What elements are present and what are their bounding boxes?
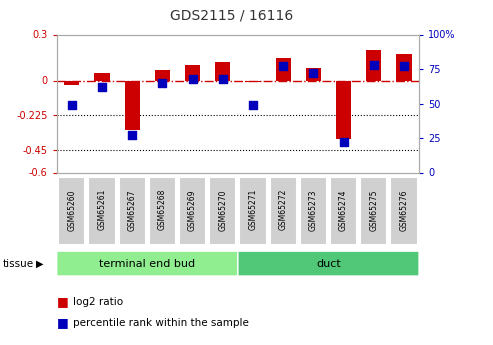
- Point: [340, 139, 348, 145]
- Bar: [246, 80, 260, 82]
- Text: GSM65276: GSM65276: [399, 189, 409, 230]
- Text: GSM65272: GSM65272: [279, 189, 288, 230]
- Bar: [336, 80, 351, 139]
- Bar: [95, 73, 109, 80]
- Bar: [366, 50, 381, 80]
- Text: percentile rank within the sample: percentile rank within the sample: [73, 318, 249, 327]
- Text: GSM65261: GSM65261: [98, 189, 106, 230]
- Point: [219, 76, 227, 81]
- FancyBboxPatch shape: [300, 177, 327, 246]
- Point: [310, 70, 317, 76]
- FancyBboxPatch shape: [57, 251, 238, 276]
- Text: ▶: ▶: [36, 259, 43, 268]
- Text: GSM65268: GSM65268: [158, 189, 167, 230]
- FancyBboxPatch shape: [179, 177, 206, 246]
- Text: tissue: tissue: [2, 259, 34, 268]
- Point: [189, 76, 197, 81]
- Text: terminal end bud: terminal end bud: [99, 259, 195, 268]
- Bar: [125, 80, 140, 130]
- Text: GSM65260: GSM65260: [67, 189, 76, 230]
- FancyBboxPatch shape: [238, 251, 419, 276]
- Text: GSM65270: GSM65270: [218, 189, 227, 230]
- Bar: [276, 58, 291, 80]
- FancyBboxPatch shape: [58, 177, 85, 246]
- Bar: [215, 62, 230, 80]
- Bar: [64, 80, 79, 85]
- FancyBboxPatch shape: [330, 177, 357, 246]
- Point: [279, 63, 287, 69]
- Point: [128, 132, 136, 138]
- FancyBboxPatch shape: [88, 177, 115, 246]
- Text: GSM65274: GSM65274: [339, 189, 348, 230]
- Bar: [306, 68, 321, 80]
- FancyBboxPatch shape: [240, 177, 267, 246]
- Text: GSM65267: GSM65267: [128, 189, 137, 230]
- FancyBboxPatch shape: [270, 177, 297, 246]
- FancyBboxPatch shape: [390, 177, 418, 246]
- Text: duct: duct: [316, 259, 341, 268]
- Text: GSM65269: GSM65269: [188, 189, 197, 230]
- Bar: [185, 65, 200, 80]
- Text: GSM65275: GSM65275: [369, 189, 378, 230]
- Point: [249, 102, 257, 108]
- Bar: [396, 55, 412, 80]
- Text: GSM65273: GSM65273: [309, 189, 318, 230]
- Point: [370, 62, 378, 68]
- Text: log2 ratio: log2 ratio: [73, 297, 123, 307]
- Point: [98, 84, 106, 90]
- Text: ■: ■: [57, 316, 69, 329]
- Point: [400, 63, 408, 69]
- Point: [158, 80, 166, 86]
- Text: GSM65271: GSM65271: [248, 189, 257, 230]
- FancyBboxPatch shape: [360, 177, 387, 246]
- FancyBboxPatch shape: [119, 177, 146, 246]
- Text: GDS2115 / 16116: GDS2115 / 16116: [170, 9, 293, 23]
- Bar: [155, 70, 170, 80]
- Text: ■: ■: [57, 295, 69, 308]
- FancyBboxPatch shape: [149, 177, 176, 246]
- FancyBboxPatch shape: [209, 177, 236, 246]
- Point: [68, 102, 76, 108]
